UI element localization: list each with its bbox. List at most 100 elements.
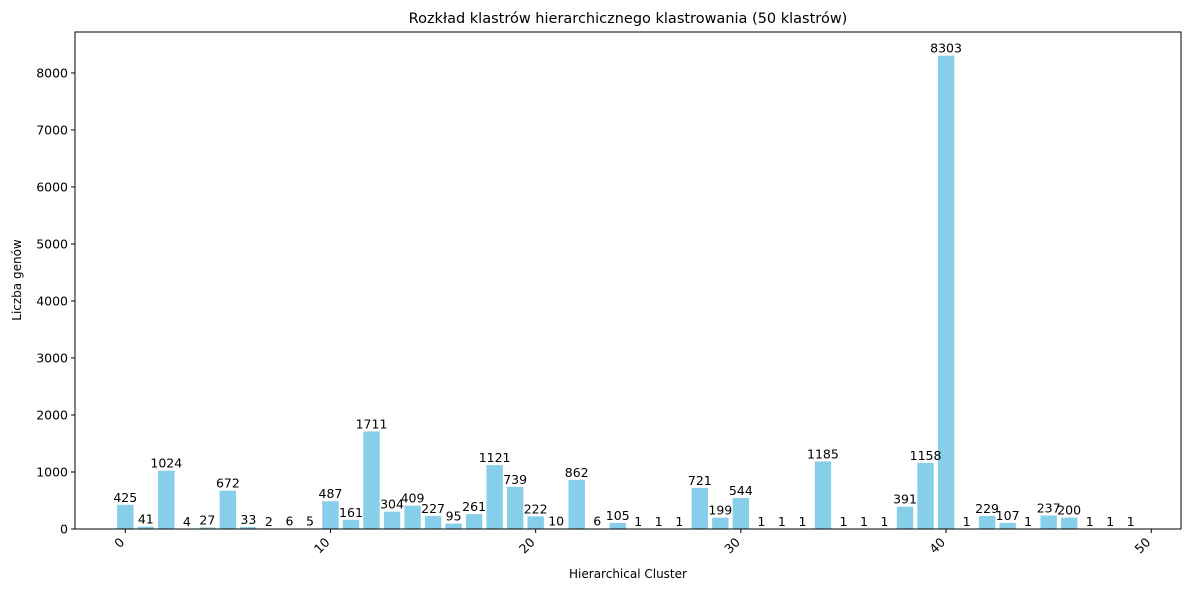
bar-value-label-8: 6 <box>285 514 293 529</box>
bar-value-label-41: 1 <box>963 514 971 529</box>
y-tick-label-6000: 6000 <box>36 179 68 194</box>
bar-value-label-21: 10 <box>548 513 564 528</box>
bar-value-label-38: 391 <box>893 492 917 507</box>
bar-value-label-4: 27 <box>199 512 215 527</box>
bar-value-label-32: 1 <box>778 514 786 529</box>
bar-value-label-9: 5 <box>306 514 314 529</box>
bar-cluster-40 <box>937 55 955 530</box>
x-tick-label-30: 30 <box>721 534 743 556</box>
x-tick-label-50: 50 <box>1132 534 1154 556</box>
chart-title: Rozkład klastrów hierarchicznego klastro… <box>409 11 848 27</box>
bar-value-label-35: 1 <box>839 514 847 529</box>
bar-value-label-18: 1121 <box>479 450 511 465</box>
x-tick-label-40: 40 <box>926 534 948 556</box>
bar-cluster-24 <box>609 523 626 529</box>
bar-cluster-30 <box>732 497 750 529</box>
bar-cluster-46 <box>1060 517 1078 529</box>
y-tick-label-2000: 2000 <box>36 407 68 422</box>
bar-cluster-17 <box>465 514 483 529</box>
x-axis-label: Hierarchical Cluster <box>569 567 687 581</box>
bar-value-label-10: 487 <box>319 486 343 501</box>
bar-value-label-27: 1 <box>675 514 683 529</box>
bar-cluster-29 <box>712 517 729 529</box>
bar-cluster-28 <box>691 487 709 529</box>
bar-cluster-39 <box>917 462 934 529</box>
bar-value-label-26: 1 <box>655 514 663 529</box>
y-tick-label-3000: 3000 <box>36 350 68 365</box>
bar-cluster-6 <box>240 527 257 529</box>
bar-value-label-3: 4 <box>183 514 191 529</box>
y-tick-label-7000: 7000 <box>36 122 68 137</box>
bar-cluster-20 <box>527 516 544 529</box>
bar-value-label-20: 222 <box>524 501 548 516</box>
bar-cluster-12 <box>363 431 380 529</box>
x-tick-label-0: 0 <box>111 534 127 550</box>
bar-value-label-1: 41 <box>138 512 154 527</box>
bar-cluster-34 <box>814 461 832 529</box>
bar-cluster-0 <box>117 504 134 529</box>
x-tick-label-10: 10 <box>311 534 333 556</box>
bar-value-label-16: 95 <box>446 509 462 524</box>
y-tick-label-1000: 1000 <box>36 464 68 479</box>
bar-value-label-11: 161 <box>339 505 363 520</box>
bar-value-label-5: 672 <box>216 476 240 491</box>
bar-value-label-44: 1 <box>1024 514 1032 529</box>
bar-cluster-42 <box>978 515 996 529</box>
bar-value-label-22: 862 <box>565 465 589 480</box>
bar-cluster-2 <box>158 470 175 529</box>
bar-value-label-23: 6 <box>593 514 601 529</box>
bar-cluster-13 <box>383 511 401 529</box>
bar-cluster-43 <box>999 522 1016 529</box>
bar-value-label-2: 1024 <box>150 456 182 471</box>
y-tick-label-4000: 4000 <box>36 293 68 308</box>
bar-cluster-19 <box>506 486 524 529</box>
bar-value-label-13: 304 <box>380 497 404 512</box>
x-tick-label-20: 20 <box>516 534 538 556</box>
bars-group <box>117 55 1139 530</box>
bar-value-label-40: 8303 <box>930 41 962 56</box>
bar-value-label-39: 1158 <box>910 448 942 463</box>
bar-value-label-47: 1 <box>1086 514 1094 529</box>
bar-value-label-29: 199 <box>708 503 732 518</box>
bar-value-label-45: 237 <box>1037 500 1061 515</box>
y-axis: 0 1000 2000 3000 4000 5000 6000 7000 8000 <box>36 65 75 537</box>
bar-cluster-15 <box>424 516 442 529</box>
bar-value-label-49: 1 <box>1127 514 1135 529</box>
bar-cluster-1 <box>137 526 154 529</box>
bar-value-label-30: 544 <box>729 483 753 498</box>
bar-value-label-15: 227 <box>421 501 445 516</box>
y-axis-label: Liczba genów <box>10 239 24 321</box>
bar-value-label-25: 1 <box>634 514 642 529</box>
bar-value-label-37: 1 <box>881 514 889 529</box>
bar-cluster-11 <box>342 519 360 529</box>
x-axis: 0 10 20 30 40 50 <box>111 529 1153 556</box>
bar-value-label-42: 229 <box>975 501 999 516</box>
bar-value-label-48: 1 <box>1106 514 1114 529</box>
bar-value-label-46: 200 <box>1057 503 1081 518</box>
y-tick-label-8000: 8000 <box>36 65 68 80</box>
bar-value-label-43: 107 <box>996 508 1020 523</box>
bar-value-label-24: 105 <box>606 508 630 523</box>
y-tick-label-5000: 5000 <box>36 236 68 251</box>
bar-value-label-34: 1185 <box>807 446 839 461</box>
bar-cluster-22 <box>568 479 585 529</box>
bar-value-label-36: 1 <box>860 514 868 529</box>
bar-cluster-5 <box>219 490 237 529</box>
plot-frame <box>74 31 1182 530</box>
bar-value-label-12: 1711 <box>356 416 388 431</box>
bar-value-label-28: 721 <box>688 473 712 488</box>
bar-cluster-45 <box>1040 515 1057 529</box>
bar-cluster-4 <box>199 527 216 529</box>
bar-cluster-14 <box>404 505 421 529</box>
bar-cluster-16 <box>445 523 462 529</box>
bar-cluster-38 <box>896 506 914 529</box>
bar-value-label-6: 33 <box>240 512 256 527</box>
bar-value-label-7: 2 <box>265 514 273 529</box>
bar-value-label-31: 1 <box>757 514 765 529</box>
bar-value-label-33: 1 <box>798 514 806 529</box>
bar-cluster-10 <box>322 501 339 529</box>
bar-value-label-0: 425 <box>113 490 137 505</box>
bar-cluster-18 <box>486 465 503 529</box>
